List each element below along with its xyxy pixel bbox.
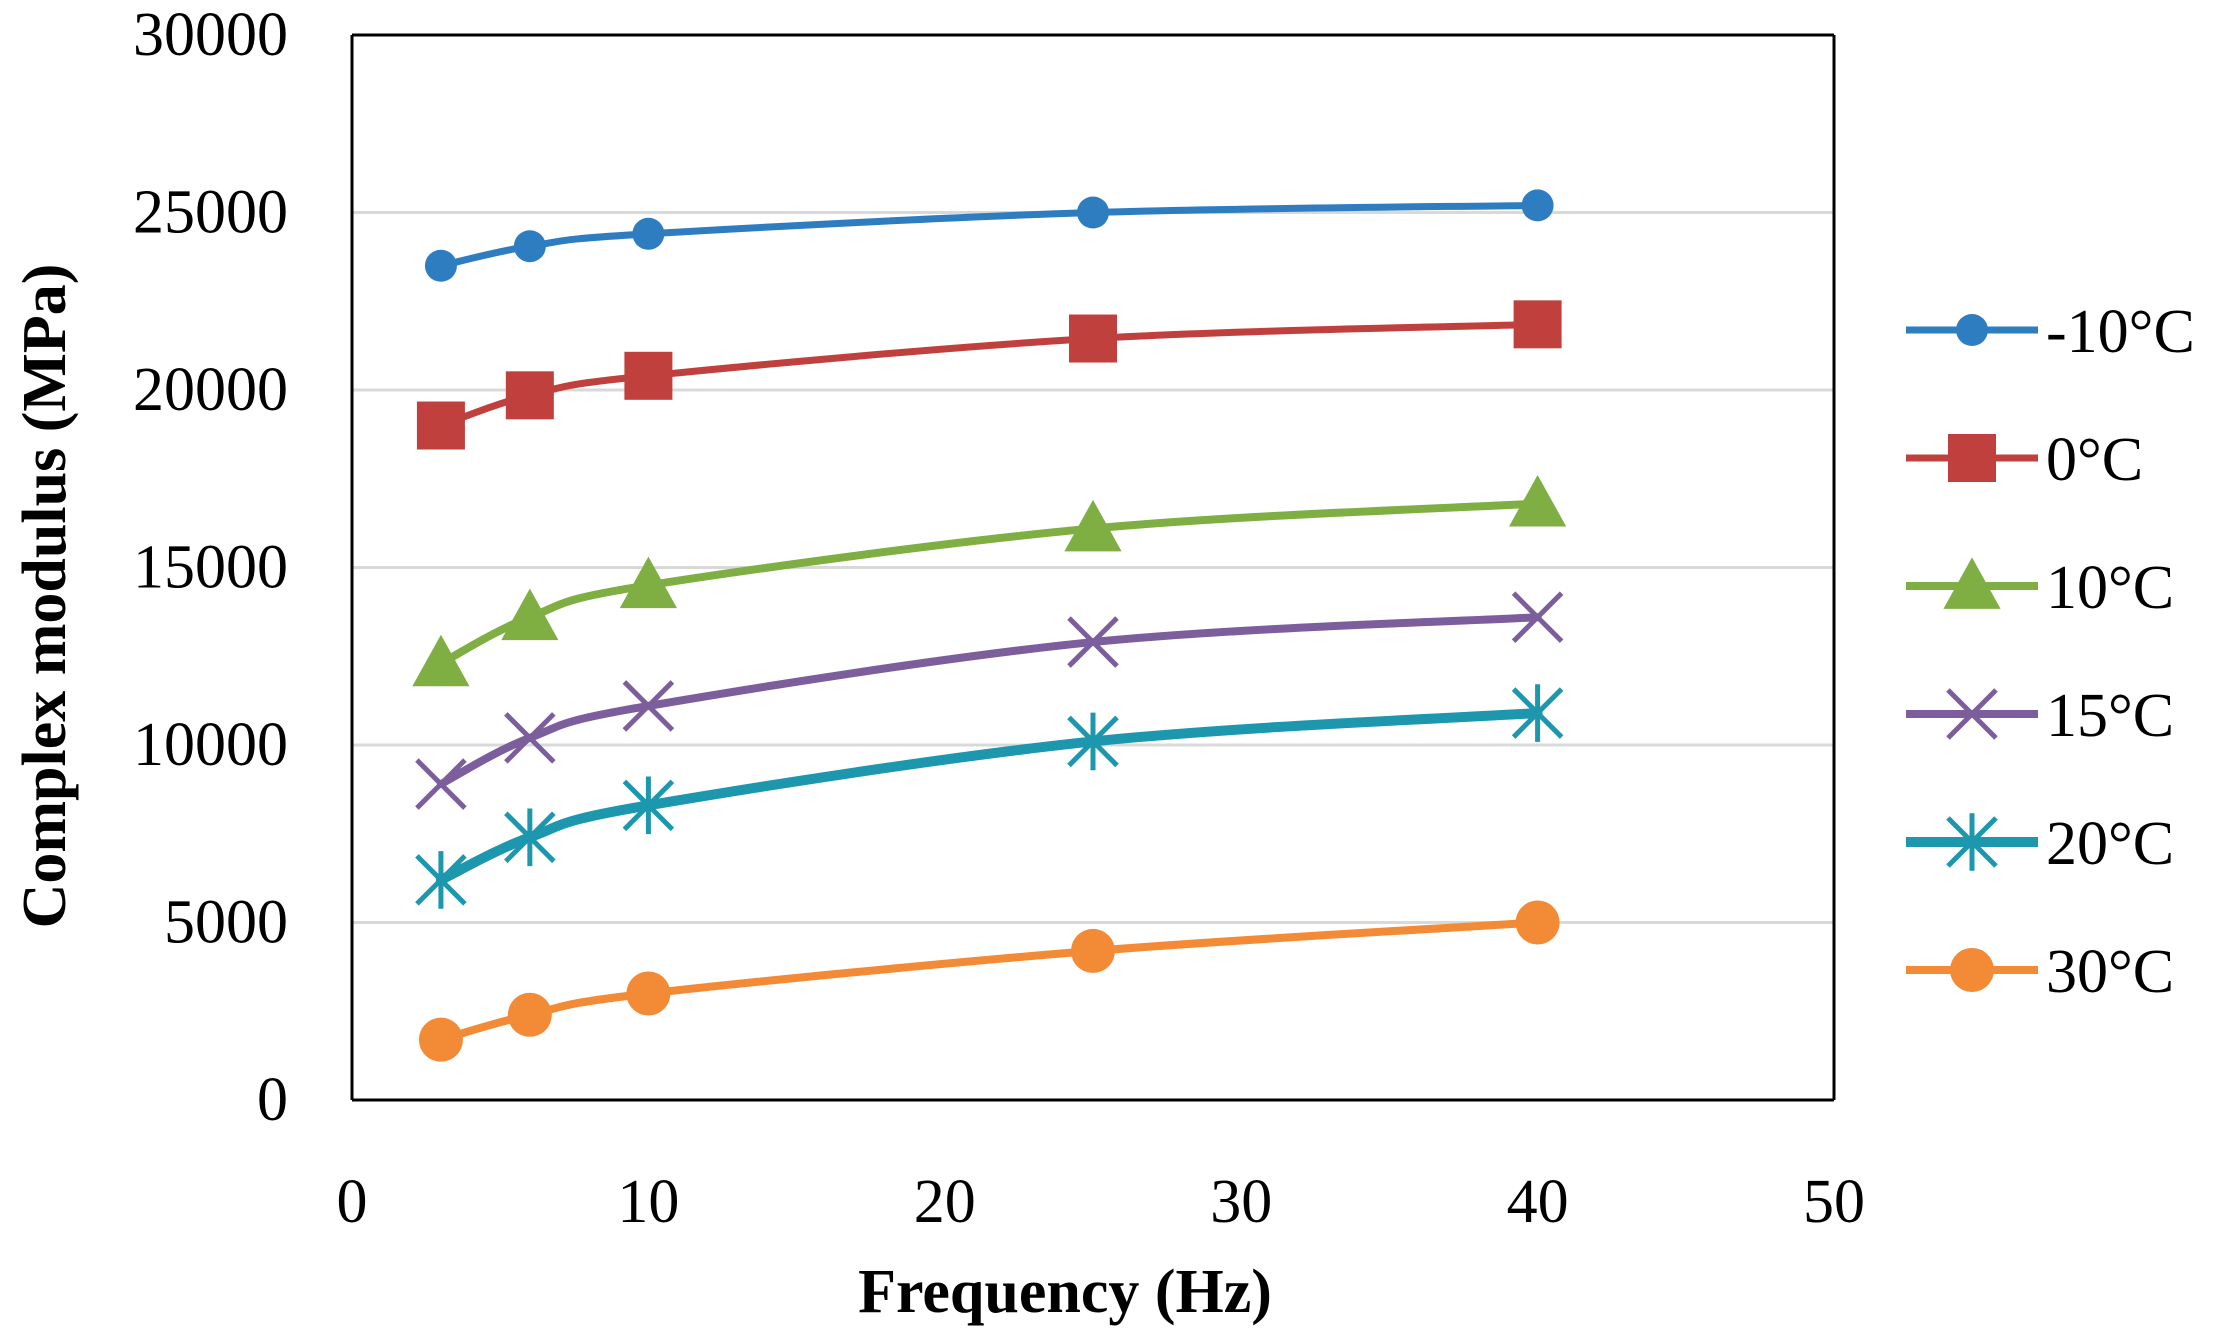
series-6-point <box>507 992 552 1037</box>
series-4-point <box>1067 616 1119 668</box>
series-5-point <box>622 776 675 835</box>
legend-label-1: -10°C <box>2046 298 2195 366</box>
series-3-point <box>1509 475 1567 527</box>
series-1-point <box>1077 196 1109 229</box>
series-4-point <box>1511 591 1564 643</box>
series-1-point <box>632 217 665 250</box>
series-4-point <box>622 680 675 732</box>
series-2-point <box>624 351 673 400</box>
series-5-point <box>1511 684 1564 742</box>
series-2-point <box>1513 300 1562 349</box>
legend-label-4: 15°C <box>2046 682 2174 750</box>
x-tick-label: 10 <box>617 1168 679 1236</box>
y-tick-label: 20000 <box>133 356 288 424</box>
legend: -10°C 0°C 10°C 15°C 20°C 30°C <box>1906 298 2195 1006</box>
series-6-point <box>626 971 671 1016</box>
series-6-point <box>418 1017 463 1062</box>
series-2-point <box>505 371 554 420</box>
x-tick-label: 40 <box>1507 1168 1569 1236</box>
legend-marker-1 <box>1956 314 1988 346</box>
y-tick-label: 5000 <box>164 889 288 957</box>
series-5-point <box>415 851 467 909</box>
series-1-point <box>1521 189 1554 222</box>
series-5-point <box>504 808 556 867</box>
series-6-point <box>1071 928 1115 973</box>
x-tick-label: 20 <box>914 1168 976 1236</box>
legend-marker-5 <box>1946 813 1998 871</box>
legend-label-6: 30°C <box>2046 938 2174 1006</box>
series-2-point <box>416 401 465 450</box>
legend-marker-4 <box>1946 688 1998 740</box>
x-axis-title: Frequency (Hz) <box>858 1258 1272 1326</box>
series-markers <box>412 189 1567 1062</box>
y-tick-label: 15000 <box>133 534 288 602</box>
series-1-point <box>424 249 457 282</box>
series-1-point <box>513 230 546 263</box>
series-2-point <box>1069 314 1117 363</box>
x-tick-label: 50 <box>1803 1168 1865 1236</box>
y-axis-title: Complex modulus (MPa) <box>11 264 79 929</box>
series-4-point <box>504 712 556 764</box>
legend-label-5: 20°C <box>2046 810 2174 878</box>
legend-label-3: 10°C <box>2046 554 2174 622</box>
series-3-point <box>1064 499 1122 552</box>
y-tick-label: 30000 <box>133 1 288 69</box>
x-tick-label: 0 <box>337 1168 368 1236</box>
y-tick-label: 25000 <box>133 179 288 247</box>
series-3-point <box>501 588 559 641</box>
series-6-point <box>1515 900 1560 945</box>
legend-marker-6 <box>1950 948 1994 992</box>
y-tick-label: 10000 <box>133 711 288 779</box>
legend-marker-3 <box>1943 557 2001 609</box>
axes <box>350 33 1836 1102</box>
series-3-point <box>619 556 677 609</box>
series-3-point <box>412 634 470 687</box>
y-tick-label: 0 <box>257 1066 288 1134</box>
legend-marker-2 <box>1948 434 1996 482</box>
x-tick-label: 30 <box>1210 1168 1272 1236</box>
legend-label-2: 0°C <box>2046 426 2143 494</box>
series-4-point <box>415 758 467 810</box>
series-5-point <box>1067 712 1119 771</box>
tick-labels: 0 5000 10000 15000 20000 25000 30000 0 10 20 30 40 5… <box>133 1 1865 1236</box>
